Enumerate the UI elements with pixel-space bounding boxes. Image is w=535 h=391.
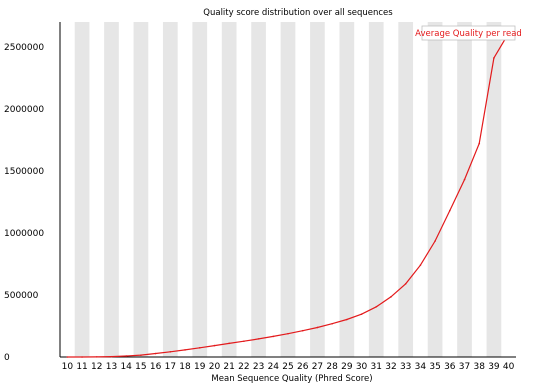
grid-band xyxy=(427,22,443,357)
x-tick-label: 11 xyxy=(76,362,87,372)
x-tick-label: 28 xyxy=(326,362,338,372)
data-point xyxy=(301,329,304,332)
y-tick-label: 1500000 xyxy=(4,167,44,177)
data-point xyxy=(449,209,451,212)
data-point xyxy=(434,240,436,242)
y-tick-label: 500000 xyxy=(4,291,39,301)
data-point xyxy=(228,342,230,345)
y-tick-label: 2000000 xyxy=(4,105,44,115)
x-axis-label: Mean Sequence Quality (Phred Score) xyxy=(211,374,372,384)
data-point xyxy=(184,349,186,351)
grid-band xyxy=(457,22,472,357)
grid-band xyxy=(486,22,502,357)
y-tick-label: 0 xyxy=(4,353,10,363)
chart-title: Quality score distribution over all sequ… xyxy=(203,8,393,18)
data-point xyxy=(169,350,172,353)
data-point xyxy=(404,282,407,285)
data-point xyxy=(463,178,466,181)
data-point xyxy=(287,332,289,335)
x-tick-label: 24 xyxy=(268,362,280,372)
data-point xyxy=(154,352,157,355)
grid-band xyxy=(192,22,208,357)
grid-band xyxy=(280,22,296,357)
data-point xyxy=(198,347,201,349)
data-point xyxy=(81,356,83,358)
data-point xyxy=(243,340,245,343)
x-tick-label: 14 xyxy=(120,362,132,372)
grid-band xyxy=(74,22,90,357)
data-point xyxy=(257,338,260,340)
legend-box xyxy=(421,25,516,41)
x-tick-label: 37 xyxy=(459,362,470,372)
y-tick-label: 2500000 xyxy=(4,43,44,53)
x-tick-label: 25 xyxy=(282,362,293,372)
x-tick-label: 40 xyxy=(503,362,515,372)
x-tick-label: 20 xyxy=(209,362,221,372)
x-tick-label: 31 xyxy=(371,362,382,372)
grid-band xyxy=(162,22,178,357)
data-point xyxy=(316,326,319,329)
x-tick-label: 36 xyxy=(444,362,456,372)
data-point xyxy=(331,322,333,325)
x-tick-label: 27 xyxy=(312,362,323,372)
grid-band xyxy=(221,22,237,357)
x-tick-label: 38 xyxy=(473,362,485,372)
data-point xyxy=(390,296,392,298)
x-tick-label: 32 xyxy=(385,362,396,372)
data-point xyxy=(66,356,69,358)
x-tick-label: 21 xyxy=(223,362,234,372)
grid-band xyxy=(310,22,325,357)
x-tick-label: 13 xyxy=(106,362,117,372)
x-tick-label: 19 xyxy=(194,362,206,372)
data-point xyxy=(360,313,363,315)
y-tick-label: 1000000 xyxy=(4,229,44,239)
x-tick-label: 35 xyxy=(429,362,440,372)
data-point xyxy=(419,264,422,266)
x-tick-label: 16 xyxy=(150,362,162,372)
x-tick-label: 15 xyxy=(135,362,146,372)
data-point xyxy=(272,335,275,338)
x-tick-label: 26 xyxy=(297,362,309,372)
data-point xyxy=(478,142,481,145)
legend-entry: Average Quality per read xyxy=(415,29,522,39)
x-tick-label: 34 xyxy=(415,362,427,372)
x-tick-label: 10 xyxy=(62,362,74,372)
x-tick-label: 12 xyxy=(91,362,102,372)
grid-band xyxy=(339,22,355,357)
grid-band xyxy=(368,22,384,357)
grid-band xyxy=(133,22,149,357)
x-tick-label: 39 xyxy=(488,362,500,372)
data-point xyxy=(213,344,216,347)
x-tick-label: 22 xyxy=(238,362,249,372)
data-point xyxy=(346,318,348,321)
x-tick-label: 30 xyxy=(356,362,368,372)
data-point xyxy=(140,354,142,356)
x-tick-label: 33 xyxy=(400,362,411,372)
data-point xyxy=(125,355,127,357)
x-tick-label: 23 xyxy=(253,362,264,372)
x-tick-label: 29 xyxy=(341,362,353,372)
grid-band xyxy=(104,22,119,357)
data-point xyxy=(375,305,378,308)
grid-band xyxy=(398,22,414,357)
x-tick-label: 17 xyxy=(165,362,176,372)
data-point xyxy=(493,57,495,59)
data-point xyxy=(110,355,113,358)
data-point xyxy=(95,356,98,358)
grid-band xyxy=(251,22,266,357)
x-tick-label: 18 xyxy=(179,362,191,372)
